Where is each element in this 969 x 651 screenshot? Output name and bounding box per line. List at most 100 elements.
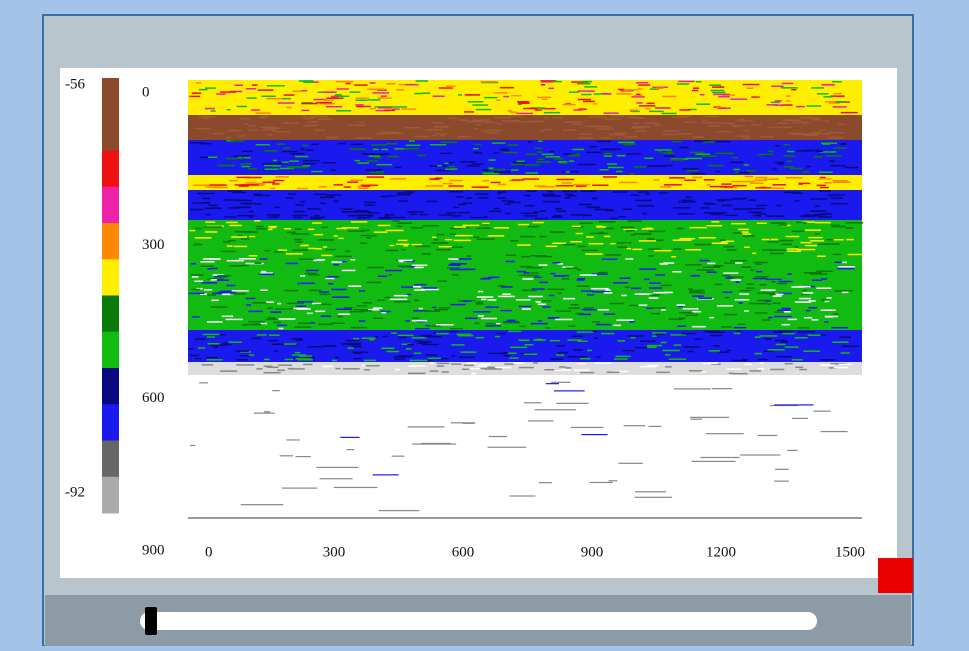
echo-speckle — [288, 193, 296, 195]
echo-speckle — [798, 331, 815, 333]
echo-speckle — [602, 259, 618, 261]
slider-thumb[interactable] — [145, 607, 157, 635]
echo-speckle — [485, 325, 501, 327]
echo-speckle — [737, 120, 754, 122]
echo-speckle — [601, 333, 614, 335]
echo-speckle — [353, 338, 359, 340]
echo-speckle — [227, 190, 242, 192]
echo-speckle — [821, 84, 834, 86]
echo-speckle — [834, 147, 846, 149]
echo-speckle — [422, 289, 439, 291]
echo-speckle — [227, 260, 244, 262]
echo-speckle — [301, 103, 318, 105]
echo-speckle — [778, 163, 784, 165]
echo-speckle — [586, 236, 594, 238]
echo-speckle — [539, 282, 548, 284]
echo-speckle — [239, 258, 256, 260]
echo-speckle — [189, 293, 205, 295]
echo-speckle — [457, 334, 472, 336]
echo-speckle — [701, 122, 716, 124]
echo-speckle — [249, 216, 254, 218]
echo-speckle — [592, 321, 601, 323]
echo-speckle — [498, 197, 506, 199]
echo-speckle — [356, 106, 370, 108]
echo-speckle — [207, 357, 218, 359]
echo-band — [188, 220, 862, 258]
echo-speckle — [297, 301, 313, 303]
echo-speckle — [510, 164, 523, 166]
echo-speckle — [348, 347, 354, 349]
echo-speckle — [207, 268, 212, 270]
echo-speckle — [731, 223, 746, 225]
echo-speckle — [708, 125, 720, 127]
echo-speckle — [819, 190, 831, 192]
echo-speckle — [549, 151, 554, 153]
echo-speckle — [307, 346, 322, 348]
echo-speckle — [701, 207, 710, 209]
echo-speckle — [471, 163, 484, 165]
echo-speckle — [476, 302, 482, 304]
echo-speckle — [268, 317, 276, 319]
echo-speckle — [833, 313, 839, 315]
echo-speckle — [470, 217, 485, 219]
echo-speckle — [510, 240, 518, 242]
slider-track[interactable] — [140, 612, 817, 630]
echo-speckle — [690, 275, 700, 277]
echo-speckle — [233, 155, 249, 157]
echo-speckle — [640, 366, 657, 368]
echo-speckle — [196, 82, 201, 84]
echo-speckle — [335, 357, 339, 359]
echo-speckle — [506, 254, 516, 256]
echo-speckle — [229, 341, 243, 343]
echo-speckle — [395, 167, 401, 169]
echo-band — [188, 330, 862, 362]
echo-speckle — [726, 368, 741, 370]
echo-trace — [792, 418, 808, 419]
echo-speckle — [433, 239, 438, 241]
echo-speckle — [623, 350, 635, 352]
echo-trace — [635, 491, 666, 492]
echo-speckle — [272, 165, 281, 167]
echo-speckle — [518, 339, 529, 341]
echo-speckle — [645, 108, 651, 110]
echo-speckle — [335, 368, 340, 370]
echo-speckle — [371, 144, 386, 146]
echo-speckle — [649, 231, 665, 233]
echo-speckle — [555, 319, 572, 321]
echo-speckle — [234, 231, 251, 233]
resize-corner[interactable] — [878, 558, 913, 593]
echo-speckle — [270, 188, 275, 190]
echo-speckle — [366, 237, 371, 239]
echo-speckle — [730, 249, 737, 251]
echo-speckle — [537, 97, 551, 99]
echo-speckle — [234, 246, 247, 248]
echo-speckle — [805, 245, 817, 247]
echo-speckle — [536, 161, 551, 163]
colorbar-swatch — [102, 78, 119, 115]
echo-speckle — [331, 96, 338, 98]
echo-speckle — [446, 85, 456, 87]
echo-speckle — [207, 321, 223, 323]
echo-speckle — [838, 266, 855, 268]
echo-speckle — [679, 238, 694, 240]
echo-speckle — [386, 143, 398, 145]
echo-trace — [712, 388, 733, 389]
echo-speckle — [395, 369, 400, 371]
echo-speckle — [848, 254, 863, 256]
echo-speckle — [655, 274, 665, 276]
echo-speckle — [655, 149, 672, 151]
echo-speckle — [556, 179, 574, 181]
echo-speckle — [832, 226, 845, 228]
echo-speckle — [301, 110, 309, 112]
echo-speckle — [221, 251, 235, 253]
echo-speckle — [639, 268, 656, 270]
y-tick-label: 900 — [142, 542, 165, 558]
echo-speckle — [731, 181, 742, 183]
echo-speckle — [704, 179, 715, 181]
echo-speckle — [768, 349, 785, 351]
echo-speckle — [584, 307, 594, 309]
echo-speckle — [194, 281, 203, 283]
echo-speckle — [437, 234, 445, 236]
echo-speckle — [682, 333, 697, 335]
echo-speckle — [433, 95, 445, 97]
